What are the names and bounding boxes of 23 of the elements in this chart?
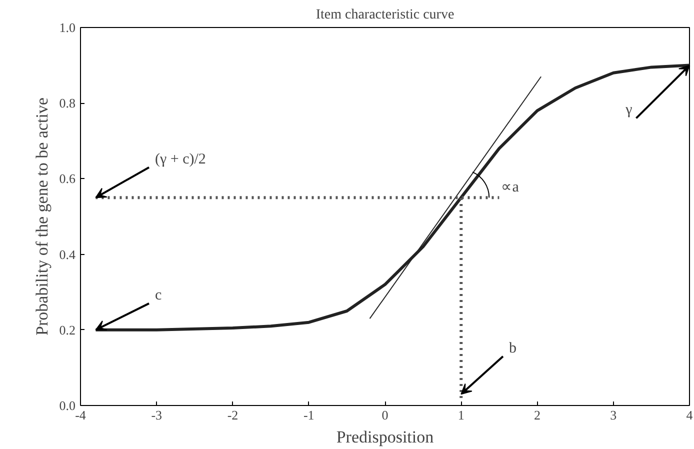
annotation: (γ + c)/2 [155,151,206,168]
chart-title: Item characteristic curve [316,8,454,22]
y-axis-title: Probability of the gene to be active [32,98,52,336]
annotation: ∝a [501,180,520,196]
x-tick-label: -4 [75,408,86,422]
y-tick-label: 0.8 [59,96,76,111]
x-tick-label: 2 [534,408,540,422]
y-tick-label: 1.0 [59,20,76,35]
y-tick-label: 0.2 [59,322,76,338]
x-tick-label: 3 [610,408,617,422]
y-tick-label: 0.4 [59,246,76,262]
annotation: b [508,340,516,356]
annotation: γ [624,102,633,118]
x-tick-label: -3 [151,408,162,422]
x-tick-label: 0 [382,408,388,422]
x-tick-label: 1 [458,408,464,422]
annotation: c [155,287,162,304]
y-tick-label: 0.0 [59,398,76,413]
x-tick-label: -2 [227,408,238,422]
x-tick-label: 4 [686,408,694,422]
x-tick-label: -1 [303,408,314,422]
y-tick-label: 0.6 [59,171,76,186]
x-axis-title: Predisposition [336,428,434,446]
